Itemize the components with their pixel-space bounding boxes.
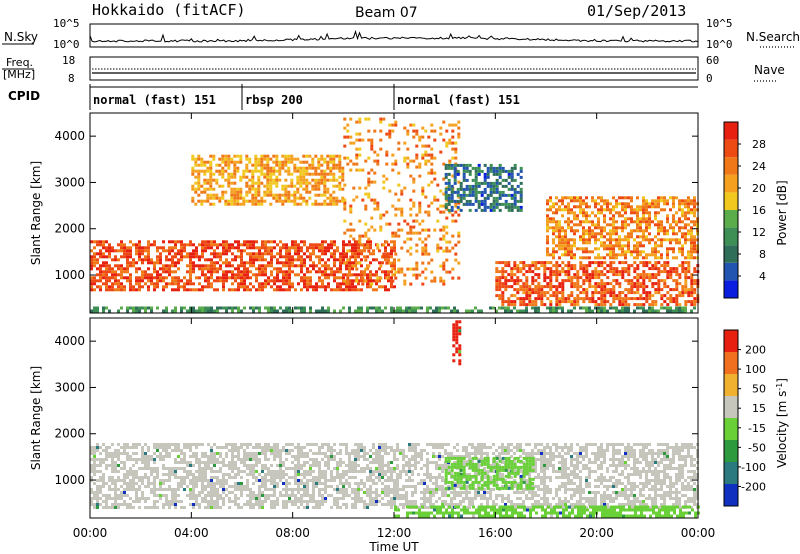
xtick-label-3: 12:00 — [377, 526, 412, 540]
station-title: Hokkaido (fitACF) — [92, 1, 246, 19]
xtick-label-6: 00:00 — [681, 526, 716, 540]
colorbar-tick-1: 8 — [759, 248, 766, 261]
colorbar-swatch-0 — [724, 280, 738, 298]
colorbar-tick-0: 200 — [745, 344, 766, 357]
xtick-label-1: 04:00 — [174, 526, 209, 540]
freq-right-tick-bottom: 0 — [706, 72, 713, 85]
colorbar-swatch-1 — [724, 262, 738, 281]
feature-0 — [90, 306, 696, 313]
feature-2 — [394, 505, 700, 518]
colorbar-swatch-5 — [724, 374, 738, 396]
colorbar-tick-1: 100 — [745, 363, 766, 376]
feature-3 — [495, 261, 700, 307]
ytick-label-1: 2000 — [54, 427, 85, 441]
colorbar-tick-5: -50 — [748, 441, 766, 454]
nsky-left-tick-bottom: 10^0 — [53, 38, 80, 51]
cpid-segment-label-2: normal (fast) 151 — [397, 93, 520, 107]
power-panel: 1000 2000 3000 4000 Slant Range [km] 4 8 12 16… — [29, 112, 789, 314]
ytick-label-3: 4000 — [54, 129, 85, 143]
cpid-segment-label-0: normal (fast) 151 — [93, 93, 216, 107]
colorbar-swatch-8 — [724, 139, 738, 158]
power-ylabel: Slant Range [km] — [29, 161, 43, 265]
velocity-ylabel: Slant Range [km] — [29, 366, 43, 470]
colorbar-swatch-2 — [724, 245, 738, 263]
colorbar-swatch-2 — [724, 440, 738, 462]
colorbar-swatch-3 — [724, 227, 738, 246]
ytick-label-3: 4000 — [54, 334, 85, 348]
colorbar-swatch-7 — [724, 330, 738, 352]
x-axis-ticks: 00:00 04:00 08:00 12:00 16:00 20:00 00:00 — [73, 113, 716, 540]
ytick-label-0: 1000 — [54, 268, 85, 282]
nave-label: Nave — [754, 63, 785, 77]
velocity-panel: 1000 2000 3000 4000 Slant Range [km] 200 100… — [29, 317, 790, 519]
colorbar-tick-7: -200 — [741, 480, 766, 493]
beam-title: Beam 07 — [355, 5, 418, 21]
colorbar-tick-2: 50 — [752, 383, 766, 396]
colorbar-swatch-4 — [724, 396, 738, 418]
power-data — [90, 117, 700, 313]
feature-4 — [191, 154, 345, 206]
colorbar-swatch-7 — [724, 157, 738, 175]
colorbar-swatch-5 — [724, 192, 738, 210]
feature-3 — [452, 320, 462, 366]
colorbar-tick-3: 16 — [752, 204, 766, 217]
cpid-strip: CPID normal (fast) 151 rbsp 200 normal (fa… — [8, 84, 698, 110]
nsearch-label: N.Search — [746, 30, 800, 44]
colorbar-tick-5: 24 — [752, 160, 766, 173]
cpid-segment-label-1: rbsp 200 — [245, 93, 303, 107]
power-colorbar-label: Power [dB] — [775, 180, 789, 245]
colorbar-tick-6: 28 — [752, 138, 766, 151]
x-axis-label: Time UT — [368, 540, 419, 554]
ytick-label-1: 2000 — [54, 222, 85, 236]
velocity-colorbar-label: Velocity [m s-1] — [775, 378, 790, 468]
nsky-line — [89, 29, 699, 45]
power-colorbar: 4 8 12 16 20 24 28 — [723, 121, 766, 299]
freq-left-tick-bottom: 8 — [68, 72, 75, 85]
freq-label-line1: Freq. — [6, 56, 33, 69]
xtick-label-5: 20:00 — [579, 526, 614, 540]
colorbar-tick-0: 4 — [759, 270, 766, 283]
colorbar-tick-4: 20 — [752, 182, 766, 195]
xtick-label-2: 08:00 — [275, 526, 310, 540]
colorbar-tick-2: 12 — [752, 226, 766, 239]
nsky-label: N.Sky — [4, 30, 38, 44]
velocity-colorbar: 200 100 50 15 -15 -50 -100 -200 — [723, 329, 766, 507]
colorbar-swatch-9 — [724, 122, 738, 140]
colorbar-swatch-1 — [724, 462, 738, 484]
freq-left-tick-top: 18 — [62, 54, 75, 67]
nsky-right-tick-bottom: 10^0 — [706, 38, 733, 51]
velocity-data — [90, 320, 700, 518]
feature-5 — [444, 163, 523, 212]
colorbar-swatch-0 — [724, 484, 738, 506]
nsky-left-tick-top: 10^5 — [53, 17, 80, 30]
feature-6 — [546, 196, 699, 260]
freq-label-line2: [MHz] — [3, 68, 35, 81]
colorbar-swatch-4 — [724, 210, 738, 228]
freq-right-tick-top: 60 — [706, 54, 719, 67]
feature-1 — [444, 456, 535, 490]
ytick-label-2: 3000 — [54, 380, 85, 394]
cpid-label: CPID — [8, 89, 40, 103]
freq-panel: Freq. [MHz] 18 8 60 0 Nave — [2, 54, 785, 85]
colorbar-swatch-6 — [724, 352, 738, 374]
colorbar-tick-6: -100 — [741, 461, 766, 474]
ytick-label-0: 1000 — [54, 473, 85, 487]
nsky-trace — [89, 29, 699, 45]
colorbar-tick-4: -15 — [748, 422, 766, 435]
nsky-panel: N.Sky 10^5 10^0 10^5 10^0 N.Search — [2, 17, 800, 51]
colorbar-swatch-3 — [724, 418, 738, 440]
nsky-right-tick-top: 10^5 — [706, 17, 733, 30]
xtick-label-4: 16:00 — [478, 526, 513, 540]
feature-1 — [90, 240, 396, 292]
feature-0 — [90, 443, 699, 509]
colorbar-tick-3: 15 — [752, 402, 766, 415]
colorbar-swatch-6 — [724, 174, 738, 193]
xtick-label-0: 00:00 — [73, 526, 108, 540]
date-title: 01/Sep/2013 — [587, 2, 686, 20]
ytick-label-2: 3000 — [54, 175, 85, 189]
